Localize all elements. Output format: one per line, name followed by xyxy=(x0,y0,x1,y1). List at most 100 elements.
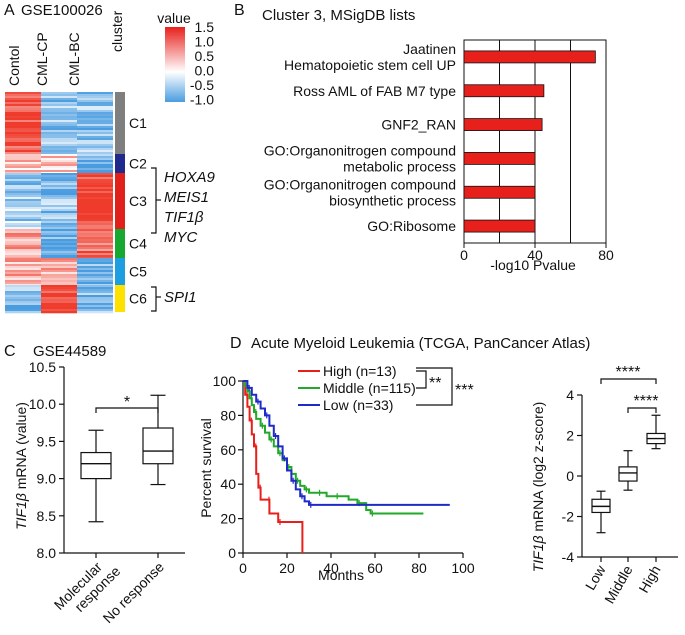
heatmap-cell xyxy=(77,152,113,155)
heatmap-cell xyxy=(77,305,113,308)
heatmap-cell xyxy=(41,104,77,107)
heatmap-cell xyxy=(5,235,41,238)
heatmap-cell xyxy=(41,124,77,127)
heatmap-cell xyxy=(41,195,77,198)
legend-label: High (n=13) xyxy=(323,363,397,379)
heatmap-cell xyxy=(41,154,77,157)
significance-label: ** xyxy=(429,375,441,392)
heatmap-cell xyxy=(77,173,113,176)
survival-y-tick-label: 100 xyxy=(213,373,237,389)
heatmap-cell xyxy=(5,100,41,103)
heatmap-cell xyxy=(5,285,41,288)
heatmap-cell xyxy=(5,98,41,101)
heatmap-cell xyxy=(77,94,113,97)
heatmap-cell xyxy=(77,144,113,147)
heatmap-cell xyxy=(77,183,113,186)
heatmap-cell xyxy=(77,162,113,165)
heatmap-cell xyxy=(5,181,41,184)
heatmap-cell xyxy=(5,130,41,133)
bar-x-tick-label: 40 xyxy=(527,247,543,263)
panel-letter-a: A xyxy=(4,2,15,19)
cluster-color-segment xyxy=(115,154,125,173)
survival-x-tick-label: 100 xyxy=(451,560,475,576)
heatmap-cell xyxy=(77,164,113,167)
heatmap-cell xyxy=(77,233,113,236)
heatmap-cell xyxy=(41,183,77,186)
heatmap-cell xyxy=(5,160,41,163)
heatmap-cell xyxy=(5,175,41,178)
bar-category-label: Jaatinen xyxy=(403,41,456,57)
heatmap-cell xyxy=(5,258,41,261)
heatmap-cell xyxy=(77,160,113,163)
heatmap-cell xyxy=(5,116,41,119)
heatmap-cell xyxy=(5,158,41,161)
heatmap-cell xyxy=(77,227,113,230)
heatmap-cell xyxy=(5,239,41,242)
heatmap-cell xyxy=(77,223,113,226)
heatmap-cell xyxy=(77,274,113,277)
heatmap-cell xyxy=(41,118,77,121)
heatmap-cell xyxy=(5,255,41,258)
heatmap xyxy=(5,92,113,314)
heatmap-cell xyxy=(5,94,41,97)
heatmap-cell xyxy=(77,96,113,99)
bar-category-label: GO:Ribosome xyxy=(367,218,456,234)
heatmap-cell xyxy=(41,126,77,129)
boxplot-d-y-tick-label: 4 xyxy=(566,387,574,403)
heatmap-cell xyxy=(5,102,41,105)
heatmap-cell xyxy=(77,213,113,216)
heatmap-cell xyxy=(5,170,41,173)
legend-label: Middle (n=115) xyxy=(323,380,416,396)
heatmap-cell xyxy=(77,249,113,252)
heatmap-cell xyxy=(77,221,113,224)
heatmap-cell xyxy=(5,217,41,220)
heatmap-cell xyxy=(77,299,113,302)
heatmap-cell xyxy=(5,249,41,252)
heatmap-column-label: CML-CP xyxy=(34,32,50,86)
colorbar-tick-label: 1.0 xyxy=(195,34,215,50)
survival-y-label: Percent survival xyxy=(198,418,214,518)
cluster-label: C3 xyxy=(129,193,147,209)
significance-bracket xyxy=(416,367,453,406)
bar xyxy=(463,118,543,131)
heatmap-cell xyxy=(5,191,41,194)
heatmap-cell xyxy=(5,179,41,182)
heatmap-cell xyxy=(41,148,77,151)
heatmap-cell xyxy=(77,219,113,222)
heatmap-cell xyxy=(5,124,41,127)
heatmap-cell xyxy=(77,205,113,208)
heatmap-cell xyxy=(77,175,113,178)
heatmap-cell xyxy=(41,164,77,167)
heatmap-cell xyxy=(5,276,41,279)
heatmap-cell xyxy=(41,278,77,281)
heatmap-cell xyxy=(41,156,77,159)
heatmap-cell xyxy=(77,307,113,310)
heatmap-cell xyxy=(41,225,77,228)
panel-letter-b: B xyxy=(234,2,245,19)
heatmap-cell xyxy=(41,140,77,143)
heatmap-cell xyxy=(41,144,77,147)
heatmap-cell xyxy=(41,289,77,292)
heatmap-cell xyxy=(41,303,77,306)
heatmap-cell xyxy=(5,187,41,190)
heatmap-cell xyxy=(41,221,77,224)
heatmap-cell xyxy=(77,150,113,153)
cluster-label: C4 xyxy=(129,236,147,252)
heatmap-cell xyxy=(41,258,77,261)
cluster-color-segment xyxy=(115,285,125,312)
heatmap-cell xyxy=(41,106,77,109)
heatmap-cell xyxy=(77,118,113,121)
bar-category-label: GNF2_RAN xyxy=(381,117,456,133)
heatmap-cell xyxy=(77,179,113,182)
heatmap-cell xyxy=(41,92,77,95)
heatmap-cell xyxy=(41,108,77,111)
cluster-color-segment xyxy=(115,173,125,229)
heatmap-cell xyxy=(77,122,113,125)
boxplot-d-group-label: Middle xyxy=(601,562,636,606)
heatmap-cell xyxy=(41,201,77,204)
heatmap-cell xyxy=(5,136,41,139)
heatmap-cell xyxy=(5,114,41,117)
heatmap-cell xyxy=(41,227,77,230)
heatmap-cell xyxy=(77,258,113,261)
heatmap-cell xyxy=(77,102,113,105)
